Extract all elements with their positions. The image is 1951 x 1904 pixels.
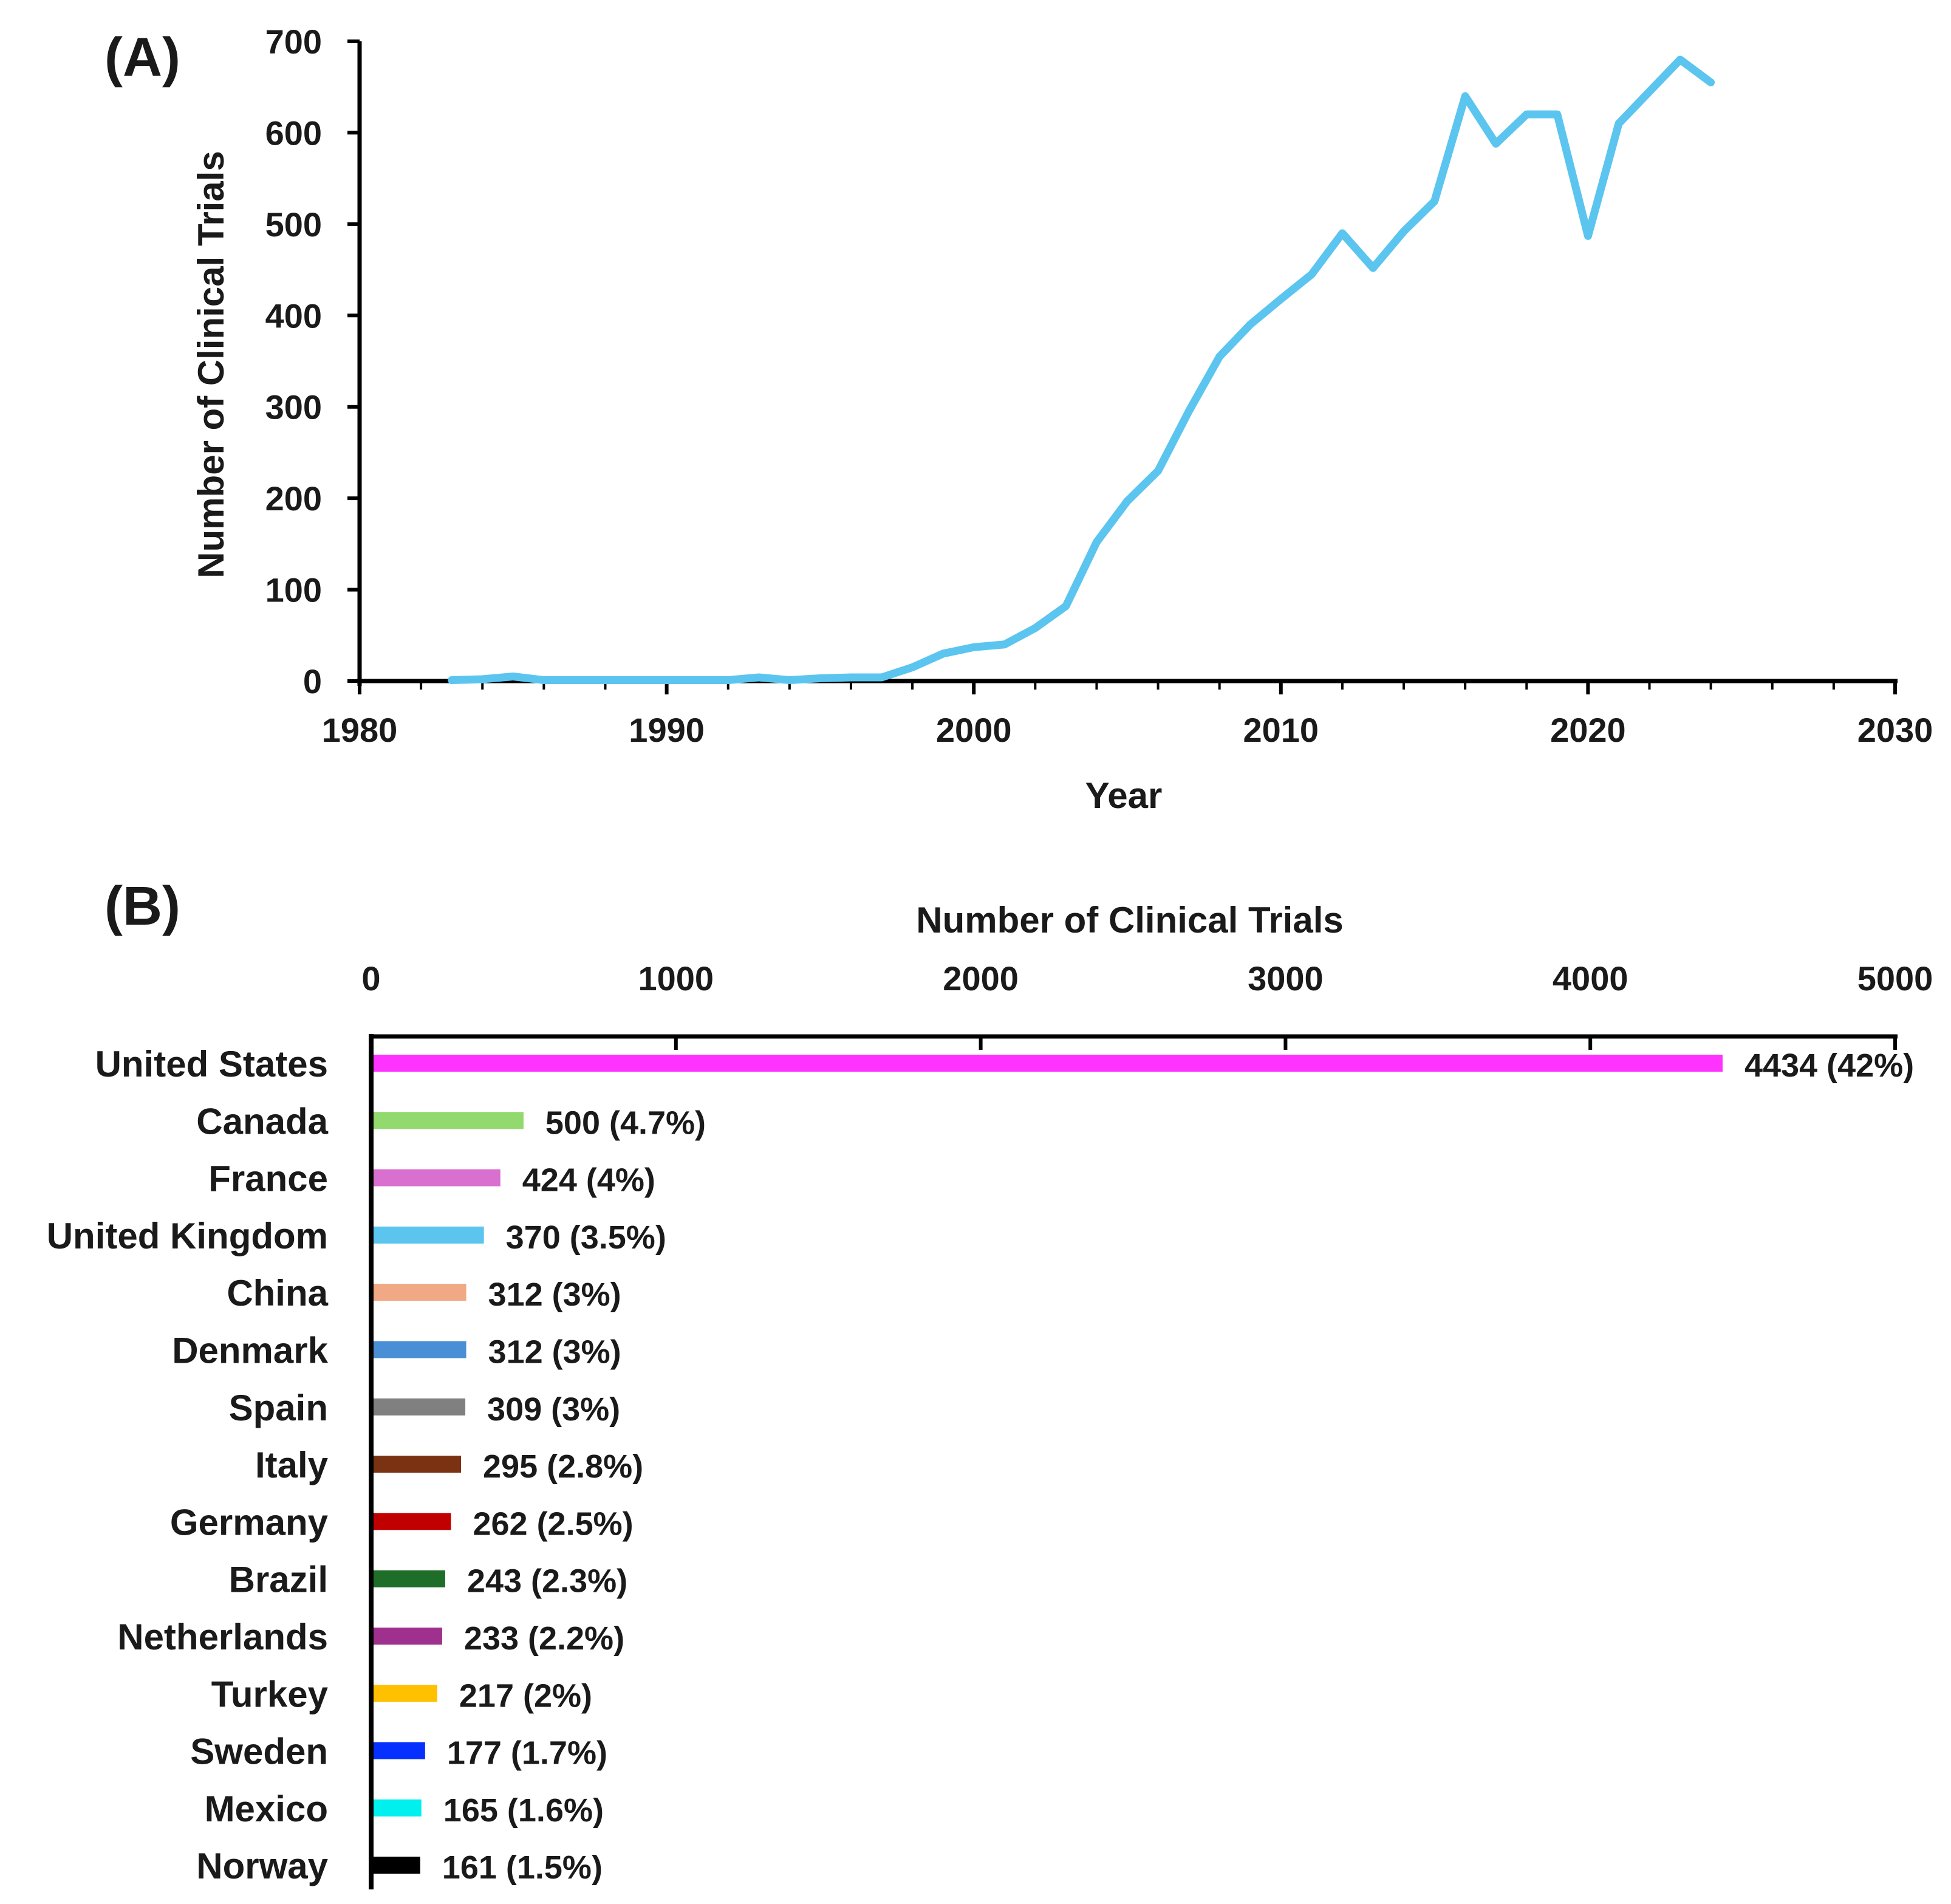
bar-x-tick-label: 4000 <box>1553 959 1628 998</box>
category-label: Turkey <box>211 1674 329 1714</box>
data-point-2001 <box>1004 644 1005 645</box>
panel-b-label: (B) <box>104 876 180 937</box>
bar-data-label: 424 (4%) <box>522 1162 655 1199</box>
panel-a-axes <box>357 41 1898 686</box>
bar-data-label: 243 (2.3%) <box>467 1563 627 1600</box>
bar-china <box>374 1284 466 1301</box>
y-tick-label: 300 <box>265 388 322 426</box>
panel-b-axes <box>369 1034 1898 1889</box>
category-label: Mexico <box>205 1789 328 1829</box>
category-label: United Kingdom <box>47 1216 328 1256</box>
category-label: Norway <box>196 1846 328 1886</box>
x-tick-label: 2030 <box>1857 711 1933 749</box>
category-label: Denmark <box>172 1330 328 1371</box>
category-label: Italy <box>255 1445 329 1485</box>
bar-sweden <box>374 1742 425 1759</box>
data-point-2017 <box>1495 143 1496 144</box>
bar-data-label: 295 (2.8%) <box>483 1448 643 1485</box>
bar-italy <box>374 1456 462 1473</box>
data-point-2004 <box>1096 542 1097 543</box>
x-tick-label: 2010 <box>1243 711 1319 749</box>
data-point-2016 <box>1465 96 1466 97</box>
bar-data-label: 177 (1.7%) <box>447 1735 607 1772</box>
data-point-2024 <box>1710 82 1711 83</box>
bar-united-kingdom <box>374 1226 484 1244</box>
panel-b-bar-chart: (B) Number of Clinical Trials 0 1000 2000 3… <box>47 876 1933 1889</box>
panel-a-ticks: 1980 1990 2000 2010 2020 2030 0 100 200 300 400 500… <box>265 22 1933 749</box>
y-tick-label: 0 <box>303 662 322 700</box>
bar-x-tick-label: 2000 <box>943 959 1019 998</box>
bar-data-label: 500 (4.7%) <box>545 1104 706 1141</box>
data-point-2015 <box>1434 201 1435 202</box>
data-point-2008 <box>1219 356 1220 357</box>
category-label: Brazil <box>229 1560 328 1600</box>
bar-data-label: 370 (3.5%) <box>506 1219 666 1256</box>
y-tick-label: 400 <box>265 296 322 335</box>
bar-x-tick-label: 3000 <box>1248 959 1324 998</box>
category-label: Spain <box>229 1388 328 1428</box>
data-point-2009 <box>1250 324 1251 325</box>
x-tick-label: 2000 <box>936 711 1012 749</box>
category-label: France <box>208 1159 328 1199</box>
category-label: Netherlands <box>117 1617 328 1657</box>
y-tick-label: 100 <box>265 571 322 609</box>
bar-data-label: 233 (2.2%) <box>464 1620 624 1657</box>
bar-x-tick-label: 0 <box>361 959 380 998</box>
bar-turkey <box>374 1685 437 1702</box>
bar-canada <box>374 1112 524 1129</box>
bar-data-label: 161 (1.5%) <box>442 1849 603 1886</box>
data-point-2010 <box>1280 299 1281 300</box>
x-axis-title: Year <box>1085 775 1163 816</box>
bar-data-label: 312 (3%) <box>488 1276 621 1313</box>
data-point-1998 <box>912 667 913 668</box>
category-label: United States <box>95 1044 328 1084</box>
data-point-2022 <box>1649 91 1650 92</box>
bar-denmark <box>374 1341 466 1358</box>
panel-a-line-chart: (A) 1980 1990 2000 2010 2020 2030 0 100 200 300 40… <box>104 22 1933 816</box>
bar-data-label: 4434 (42%) <box>1744 1047 1914 1084</box>
y-tick-label: 500 <box>265 205 322 244</box>
bar-data-label: 217 (2%) <box>459 1677 592 1714</box>
y-tick-label: 200 <box>265 479 322 518</box>
data-point-2021 <box>1618 123 1619 124</box>
panel-b-ticks: 0 1000 2000 3000 4000 5000 <box>361 959 1933 1050</box>
bar-spain <box>374 1398 466 1416</box>
series-line <box>448 55 1715 684</box>
x-tick-label: 2020 <box>1550 711 1626 749</box>
category-label: Germany <box>170 1502 329 1543</box>
panel-a-label: (A) <box>104 27 180 88</box>
panel-b-bars: United States 4434 (42%) Canada 500 (4.7%) F… <box>47 1044 1914 1886</box>
bar-data-label: 262 (2.5%) <box>473 1505 633 1542</box>
panel-a-series <box>448 55 1715 684</box>
bar-netherlands <box>374 1628 442 1645</box>
bar-mexico <box>374 1799 422 1817</box>
bar-data-label: 312 (3%) <box>488 1334 621 1371</box>
bar-x-tick-label: 5000 <box>1857 959 1933 998</box>
bar-brazil <box>374 1570 445 1587</box>
bar-france <box>374 1169 501 1187</box>
category-label: China <box>227 1273 328 1313</box>
x-tick-label: 1990 <box>629 711 705 749</box>
bar-x-axis-title: Number of Clinical Trials <box>916 900 1344 940</box>
x-tick-label: 1980 <box>322 711 398 749</box>
data-point-1995 <box>820 678 821 679</box>
bar-germany <box>374 1513 451 1530</box>
category-label: Sweden <box>190 1731 328 1772</box>
bar-data-label: 309 (3%) <box>487 1391 620 1428</box>
y-axis-title: Number of Clinical Trials <box>191 151 231 578</box>
bar-data-label: 165 (1.6%) <box>443 1792 604 1829</box>
category-label: Canada <box>196 1101 328 1142</box>
data-point-2011 <box>1311 274 1312 275</box>
bar-united-states <box>374 1055 1723 1072</box>
bar-norway <box>374 1857 420 1874</box>
data-point-2018 <box>1526 114 1527 115</box>
y-tick-label: 600 <box>265 114 322 152</box>
bar-x-tick-label: 1000 <box>638 959 714 998</box>
y-tick-label: 700 <box>265 22 322 61</box>
